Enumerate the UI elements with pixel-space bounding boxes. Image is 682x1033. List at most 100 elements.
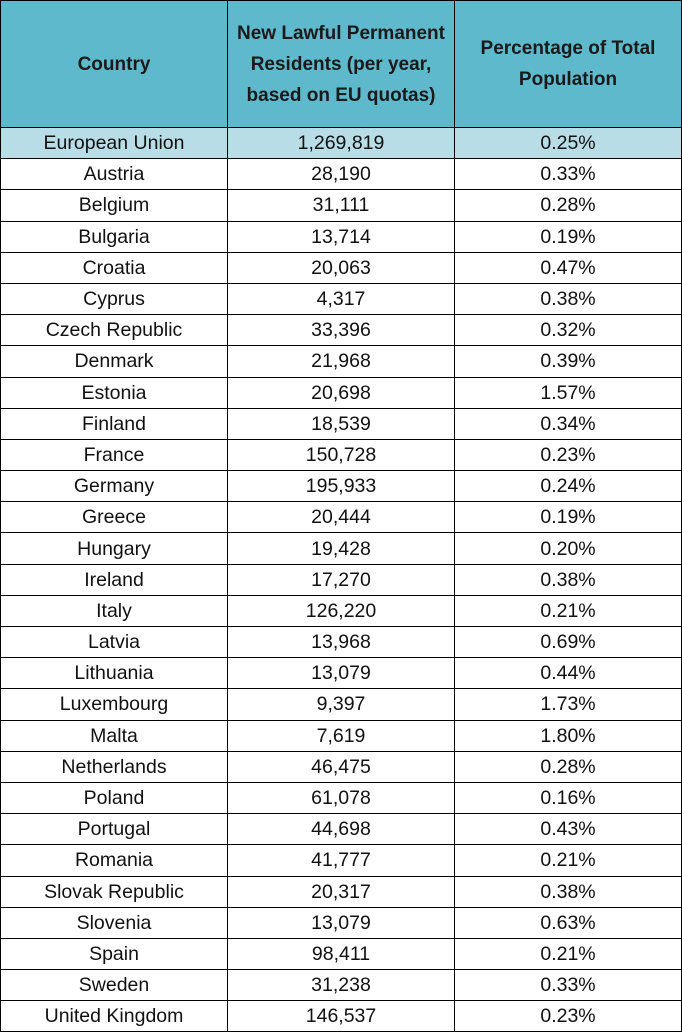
country-cell: Portugal <box>0 813 228 846</box>
residents-cell: 20,698 <box>227 376 455 409</box>
percentage-cell: 0.38% <box>454 563 682 596</box>
table-row: Germany 195,933 0.24% <box>0 470 682 503</box>
country-cell: Italy <box>0 594 228 628</box>
residents-cell: 126,220 <box>227 594 455 628</box>
residents-cell: 13,079 <box>227 906 455 939</box>
country-cell: Austria <box>0 158 228 191</box>
column-header-country: Country <box>0 0 228 128</box>
column-header-residents: New Lawful Permanent Residents (per year… <box>227 0 455 128</box>
country-cell: Finland <box>0 407 228 440</box>
residents-cell: 44,698 <box>227 813 455 846</box>
percentage-cell: 0.19% <box>454 501 682 534</box>
residents-cell: 33,396 <box>227 314 455 347</box>
country-cell: Spain <box>0 937 228 971</box>
percentage-cell: 0.20% <box>454 532 682 565</box>
table-row: Bulgaria 13,714 0.19% <box>0 220 682 253</box>
residents-cell: 17,270 <box>227 563 455 596</box>
table-row: Cyprus 4,317 0.38% <box>0 282 682 316</box>
percentage-cell: 0.34% <box>454 407 682 440</box>
percentage-cell: 0.21% <box>454 844 682 877</box>
percentage-cell: 0.23% <box>454 1000 682 1033</box>
country-cell: Romania <box>0 844 228 877</box>
residents-cell: 4,317 <box>227 282 455 316</box>
table-row: Greece 20,444 0.19% <box>0 501 682 534</box>
residents-cell: 31,238 <box>227 969 455 1002</box>
table-row: France 150,728 0.23% <box>0 438 682 472</box>
table-row: Finland 18,539 0.34% <box>0 407 682 440</box>
summary-row: European Union 1,269,819 0.25% <box>0 126 682 160</box>
percentage-cell: 0.44% <box>454 657 682 690</box>
table-row: Netherlands 46,475 0.28% <box>0 750 682 783</box>
percentage-cell: 0.21% <box>454 594 682 628</box>
table-row: Spain 98,411 0.21% <box>0 937 682 971</box>
table-row: Romania 41,777 0.21% <box>0 844 682 877</box>
table-row: Croatia 20,063 0.47% <box>0 251 682 284</box>
percentage-cell: 0.38% <box>454 282 682 316</box>
country-cell: Bulgaria <box>0 220 228 253</box>
percentage-cell: 0.63% <box>454 906 682 939</box>
table-row: Slovak Republic 20,317 0.38% <box>0 875 682 908</box>
table-row: Portugal 44,698 0.43% <box>0 813 682 846</box>
residents-cell: 20,063 <box>227 251 455 284</box>
table-row: Slovenia 13,079 0.63% <box>0 906 682 939</box>
country-cell: Malta <box>0 719 228 752</box>
country-cell: Denmark <box>0 345 228 378</box>
residents-cell: 13,968 <box>227 625 455 659</box>
residents-cell: 146,537 <box>227 1000 455 1033</box>
table-row: Hungary 19,428 0.20% <box>0 532 682 565</box>
country-cell: Latvia <box>0 625 228 659</box>
residents-cell: 46,475 <box>227 750 455 783</box>
residents-cell: 13,079 <box>227 657 455 690</box>
table-row: Ireland 17,270 0.38% <box>0 563 682 596</box>
country-cell: Estonia <box>0 376 228 409</box>
table-row: Sweden 31,238 0.33% <box>0 969 682 1002</box>
table-row: Luxembourg 9,397 1.73% <box>0 688 682 721</box>
header-row: Country New Lawful Permanent Residents (… <box>0 0 682 128</box>
table-row: Czech Republic 33,396 0.32% <box>0 314 682 347</box>
residents-cell: 195,933 <box>227 470 455 503</box>
percentage-cell: 0.16% <box>454 781 682 815</box>
country-cell: France <box>0 438 228 472</box>
percentage-cell: 0.38% <box>454 875 682 908</box>
country-cell: Sweden <box>0 969 228 1002</box>
percentage-cell: 0.21% <box>454 937 682 971</box>
percentage-cell: 0.28% <box>454 750 682 783</box>
country-cell: Croatia <box>0 251 228 284</box>
table-row: Estonia 20,698 1.57% <box>0 376 682 409</box>
residents-cell: 31,111 <box>227 189 455 222</box>
table-row: Latvia 13,968 0.69% <box>0 625 682 659</box>
table-row: Malta 7,619 1.80% <box>0 719 682 752</box>
percentage-cell: 0.19% <box>454 220 682 253</box>
summary-percentage-cell: 0.25% <box>454 126 682 160</box>
country-cell: Greece <box>0 501 228 534</box>
country-cell: Netherlands <box>0 750 228 783</box>
percentage-cell: 0.23% <box>454 438 682 472</box>
residents-cell: 150,728 <box>227 438 455 472</box>
residents-cell: 28,190 <box>227 158 455 191</box>
table-row: Austria 28,190 0.33% <box>0 158 682 191</box>
country-cell: Slovak Republic <box>0 875 228 908</box>
percentage-cell: 0.32% <box>454 314 682 347</box>
residents-cell: 98,411 <box>227 937 455 971</box>
summary-country-cell: European Union <box>0 126 228 160</box>
percentage-cell: 0.33% <box>454 158 682 191</box>
table-row: Poland 61,078 0.16% <box>0 781 682 815</box>
residents-cell: 61,078 <box>227 781 455 815</box>
percentage-cell: 0.33% <box>454 969 682 1002</box>
percentage-cell: 0.43% <box>454 813 682 846</box>
table-row: Belgium 31,111 0.28% <box>0 189 682 222</box>
residents-cell: 18,539 <box>227 407 455 440</box>
percentage-cell: 1.80% <box>454 719 682 752</box>
country-cell: Slovenia <box>0 906 228 939</box>
country-cell: Germany <box>0 470 228 503</box>
table-row: United Kingdom 146,537 0.23% <box>0 1000 682 1033</box>
residents-cell: 9,397 <box>227 688 455 721</box>
country-cell: Belgium <box>0 189 228 222</box>
country-cell: Ireland <box>0 563 228 596</box>
percentage-cell: 0.28% <box>454 189 682 222</box>
country-cell: Luxembourg <box>0 688 228 721</box>
residents-cell: 19,428 <box>227 532 455 565</box>
residents-cell: 20,317 <box>227 875 455 908</box>
percentage-cell: 1.57% <box>454 376 682 409</box>
